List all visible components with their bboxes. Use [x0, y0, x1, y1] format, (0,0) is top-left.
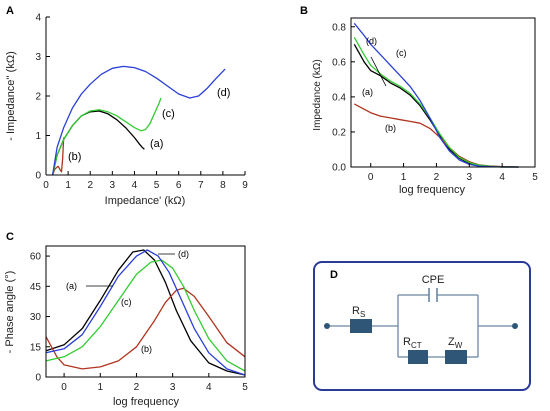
x-tick-label: 5: [532, 172, 538, 183]
y-tick-label: 0: [35, 373, 41, 384]
annotation-b-d: (d): [366, 36, 377, 46]
panel-label-b: B: [300, 5, 308, 17]
x-tick-label: 2: [434, 172, 440, 183]
plot-frame: [45, 245, 246, 378]
y-tick-label: 2: [35, 92, 41, 103]
x-tick-label: 5: [154, 180, 160, 191]
series-line-3: [45, 259, 246, 372]
x-tick-label: 2: [87, 180, 93, 191]
x-tick-label: 0: [61, 382, 67, 393]
series-line-2: [51, 137, 65, 176]
warburg-zw: [445, 350, 467, 364]
series-line-1: [353, 43, 519, 168]
x-tick-label: 4: [132, 180, 138, 191]
y-tick-label: 4: [35, 13, 41, 24]
x-tick-label: 1: [401, 172, 407, 183]
annotation-c-b: (b): [141, 344, 152, 354]
annotation-c-a: (a): [66, 281, 77, 291]
annotation-c-d: (d): [178, 249, 189, 259]
x-tick-label: 3: [170, 382, 176, 393]
panel-label-c: C: [6, 231, 14, 243]
y-tick-label: 3: [35, 52, 41, 63]
series-line-1: [45, 249, 246, 376]
annotation-a-a: (a): [150, 138, 163, 150]
panel-a-x-axis-label: Impedance' (kΩ): [105, 195, 186, 207]
y-tick-label: 45: [30, 282, 42, 293]
annotation-c-c: (c): [121, 297, 132, 307]
y-tick-label: 0.2: [332, 127, 346, 138]
x-tick-label: 1: [97, 382, 103, 393]
leader-line-b-c: [370, 56, 387, 87]
panel-d-equivalent-circuit: D CPE RS RCT ZW: [313, 261, 531, 391]
annotation-b-a: (a): [362, 87, 373, 97]
annotation-b-c: (c): [396, 48, 407, 58]
series-line-3: [353, 36, 519, 168]
label-zw: ZW: [448, 336, 463, 350]
series-line-4: [51, 65, 226, 176]
x-tick-label: 0: [368, 172, 374, 183]
x-tick-label: 6: [176, 180, 182, 191]
y-tick-label: 30: [30, 312, 42, 323]
x-tick-label: 3: [467, 172, 473, 183]
x-tick-label: 3: [110, 180, 116, 191]
panel-b-y-axis-label: Impedance (kΩ): [312, 59, 323, 130]
panel-c-y-axis-label: - Phase angle (°): [4, 271, 16, 354]
resistor-rs: [350, 319, 372, 333]
annotation-a-c: (c): [162, 108, 175, 120]
x-tick-label: 7: [198, 180, 204, 191]
label-rct: RCT: [403, 336, 422, 350]
series-line-2: [353, 103, 519, 168]
series-line-4: [353, 22, 519, 168]
panel-label-a: A: [6, 5, 14, 17]
panel-b-impedance-plot: 0 1 2 3 4 5 0.0 0.2 0.4 0.6 0.8 log frequency Impe…: [312, 17, 538, 196]
x-tick-label: 9: [242, 180, 248, 191]
cpe-symbol: [428, 288, 438, 302]
y-tick-label: 1: [35, 131, 41, 142]
annotation-b-b: (b): [385, 123, 396, 133]
series-line-4: [45, 249, 246, 376]
x-tick-label: 8: [220, 180, 226, 191]
circuit-frame: [313, 261, 531, 391]
terminal-right: [512, 323, 518, 329]
x-tick-label: 2: [134, 382, 140, 393]
y-tick-label: 0.4: [332, 92, 346, 103]
x-tick-label: 5: [242, 382, 248, 393]
y-tick-label: 0.6: [332, 57, 346, 68]
panel-c-x-axis-label: log frequency: [113, 396, 180, 408]
x-tick-label: 4: [499, 172, 505, 183]
x-tick-label: 0: [43, 180, 49, 191]
y-tick-label: 0.8: [332, 22, 346, 33]
panel-label-d: D: [330, 269, 338, 281]
panel-a-y-axis-label: - Impedance'' (kΩ): [5, 51, 17, 140]
annotation-a-d: (d): [217, 87, 230, 99]
y-tick-label: 0: [35, 171, 41, 182]
x-tick-label: 1: [65, 180, 71, 191]
circuit-wires: [327, 294, 515, 358]
label-cpe: CPE: [422, 274, 445, 286]
resistor-rct: [408, 350, 428, 364]
y-tick-label: 60: [30, 252, 42, 263]
series-line-3: [51, 97, 162, 176]
y-tick-label: 15: [30, 342, 42, 353]
annotation-a-b: (b): [68, 151, 81, 163]
panel-a-nyquist-plot: 0 1 2 3 4 5 6 7 8 9 0 1 2 3 4 Impedance' (kΩ) - Impeda…: [5, 13, 248, 208]
series-line-2: [45, 287, 246, 370]
label-rs: RS: [352, 305, 365, 319]
x-tick-label: 4: [206, 382, 212, 393]
plot-frame: [350, 17, 536, 168]
panel-b-x-axis-label: log frequency: [399, 184, 466, 196]
terminal-left: [324, 323, 330, 329]
y-tick-label: 0.0: [332, 163, 346, 174]
